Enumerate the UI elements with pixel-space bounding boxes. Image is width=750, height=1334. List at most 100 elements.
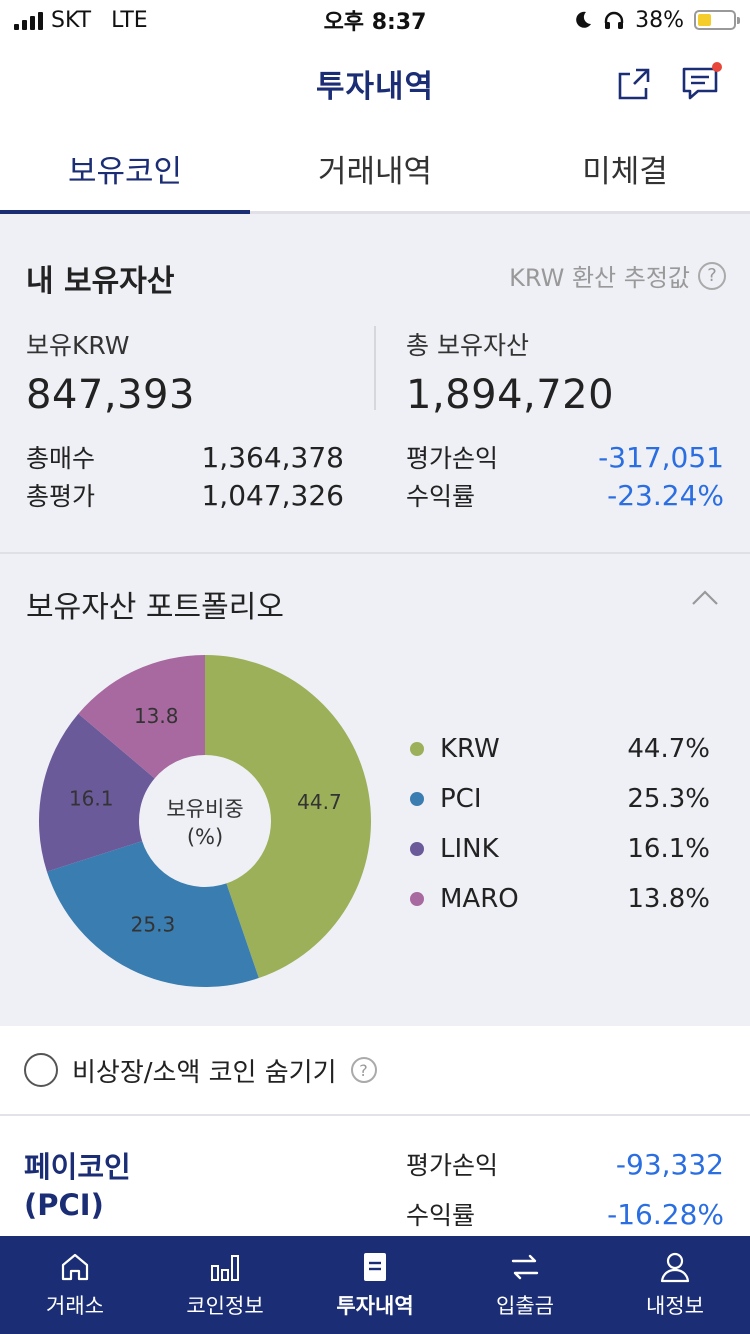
battery-fill [698, 14, 711, 26]
legend-value: 13.8% [627, 884, 710, 914]
carrier: SKT [51, 7, 92, 33]
krw-estimate-label: KRW 환산 추정값 [509, 264, 690, 292]
coin-rate-value: -16.28% [607, 1197, 724, 1231]
donut-slice-link [39, 713, 155, 872]
legend-item-pci: PCI 25.3% [410, 774, 710, 824]
pnl-label: 평가손익 [406, 444, 499, 473]
legend-name: MARO [440, 884, 519, 914]
message-button[interactable] [680, 62, 722, 104]
bottom-nav: 거래소 코인정보 투자내역 입출금 내정보 [0, 1236, 750, 1334]
share-icon [618, 68, 650, 100]
pnl-value: -317,051 [598, 440, 724, 474]
coin-symbol: (PCI) [24, 1188, 104, 1222]
nav-investment[interactable]: 투자내역 [300, 1236, 450, 1334]
legend-value: 16.1% [627, 834, 710, 864]
tab-unfilled[interactable]: 미체결 [582, 154, 668, 190]
donut-label-maro: 13.8 [134, 704, 179, 728]
pnl-rows: 평가손익 -317,051 수익률 -23.24% [406, 438, 724, 514]
share-button[interactable] [614, 64, 654, 104]
total-assets-value: 1,894,720 [406, 372, 615, 418]
nav-deposit-withdraw[interactable]: 입출금 [450, 1236, 600, 1334]
help-icon[interactable]: ? [698, 261, 726, 290]
nav-exchange[interactable]: 거래소 [0, 1236, 150, 1334]
portfolio-section: 보유자산 포트폴리오 44.7 25.3 16.1 13.8 보유비중 (%) KRW… [0, 554, 750, 1026]
header-actions [614, 62, 722, 104]
total-assets: 총 보유자산 1,894,720 [406, 326, 726, 418]
total-buy-label: 총매수 [26, 444, 96, 473]
hide-small-coins-option[interactable]: 비상장/소액 코인 숨기기 ? [0, 1026, 750, 1116]
donut-slice-krw [205, 655, 371, 979]
status-bar-right: 38% [573, 7, 740, 33]
document-icon [364, 1253, 386, 1281]
krw-holding-label: 보유KRW [26, 331, 130, 360]
total-eval-value: 1,047,326 [201, 478, 344, 512]
app-header: 투자내역 [0, 40, 750, 126]
buy-eval-rows: 총매수 1,364,378 총평가 1,047,326 [26, 438, 344, 514]
donut-label-pci: 25.3 [131, 913, 176, 937]
return-rate-row: 수익률 -23.24% [406, 476, 724, 514]
user-icon [660, 1252, 690, 1283]
tab-bar: 보유코인 거래내역 미체결 [0, 126, 750, 214]
bar-chart-icon [211, 1255, 239, 1281]
home-icon [61, 1253, 89, 1281]
coin-pnl-label: 평가손익 [406, 1151, 499, 1180]
legend-item-krw: KRW 44.7% [410, 724, 710, 774]
vertical-divider [374, 326, 376, 410]
signal-icon [14, 10, 43, 30]
section-divider [0, 552, 750, 554]
status-bar: SKT LTE 오후 8:37 38% [0, 0, 750, 40]
nav-my-info[interactable]: 내정보 [600, 1236, 750, 1334]
battery-icon [694, 10, 740, 30]
portfolio-title: 보유자산 포트폴리오 [26, 590, 284, 625]
tab-transactions[interactable]: 거래내역 [317, 154, 433, 190]
donut-center-line2: (%) [187, 825, 223, 849]
donut-center-line1: 보유비중 [166, 797, 243, 821]
legend-dot [410, 792, 424, 806]
legend-name: LINK [440, 834, 499, 864]
nav-label: 거래소 [46, 1294, 104, 1318]
krw-holding-value: 847,393 [26, 372, 195, 418]
hide-small-coins-label: 비상장/소액 코인 숨기기 [72, 1057, 337, 1088]
assets-title: 내 보유자산 [26, 264, 175, 299]
donut-slice-pci [46, 841, 259, 987]
donut-label-krw: 44.7 [297, 790, 342, 814]
network-type: LTE [111, 7, 148, 33]
tab-holdings[interactable]: 보유코인 [0, 126, 250, 214]
pnl-row: 평가손익 -317,051 [406, 438, 724, 476]
portfolio-legend: KRW 44.7% PCI 25.3% LINK 16.1% MARO 13.8… [410, 724, 710, 924]
nav-label: 코인정보 [186, 1294, 264, 1318]
legend-dot [410, 892, 424, 906]
legend-value: 44.7% [627, 734, 710, 764]
legend-dot [410, 842, 424, 856]
legend-item-maro: MARO 13.8% [410, 874, 710, 924]
coin-pnl-value: -93,332 [615, 1147, 724, 1181]
portfolio-donut-chart: 44.7 25.3 16.1 13.8 보유비중 (%) [39, 655, 371, 987]
legend-value: 25.3% [627, 784, 710, 814]
total-eval-label: 총평가 [26, 482, 96, 511]
return-rate-value: -23.24% [607, 478, 724, 512]
return-rate-label: 수익률 [406, 482, 476, 511]
battery-percent: 38% [635, 7, 684, 33]
total-buy-value: 1,364,378 [201, 440, 344, 474]
coin-name-korean: 페이코인 [24, 1150, 131, 1184]
nav-coin-info[interactable]: 코인정보 [150, 1236, 300, 1334]
coin-item-pci[interactable]: 페이코인 (PCI) 평가손익 -93,332 수익률 -16.28% [0, 1118, 750, 1238]
donut-label-link: 16.1 [69, 786, 114, 810]
nav-label: 내정보 [646, 1294, 704, 1318]
notification-dot [712, 62, 722, 72]
krw-estimate-note[interactable]: KRW 환산 추정값 ? [509, 258, 726, 293]
message-icon [682, 67, 718, 100]
transfer-icon [511, 1254, 539, 1280]
krw-holding: 보유KRW 847,393 [26, 326, 346, 418]
my-assets-section: 내 보유자산 KRW 환산 추정값 ? 보유KRW 847,393 총 보유자산… [0, 214, 750, 552]
help-icon[interactable]: ? [350, 1057, 377, 1083]
nav-label: 투자내역 [336, 1294, 414, 1318]
legend-item-link: LINK 16.1% [410, 824, 710, 874]
moon-icon [576, 11, 592, 28]
coin-rate-label: 수익률 [406, 1201, 476, 1230]
hide-small-coins-radio[interactable] [24, 1053, 58, 1087]
coin-rate-row: 수익률 -16.28% [406, 1196, 724, 1232]
legend-name: KRW [440, 734, 500, 764]
total-eval-row: 총평가 1,047,326 [26, 476, 344, 514]
chevron-up-icon[interactable] [690, 584, 720, 614]
